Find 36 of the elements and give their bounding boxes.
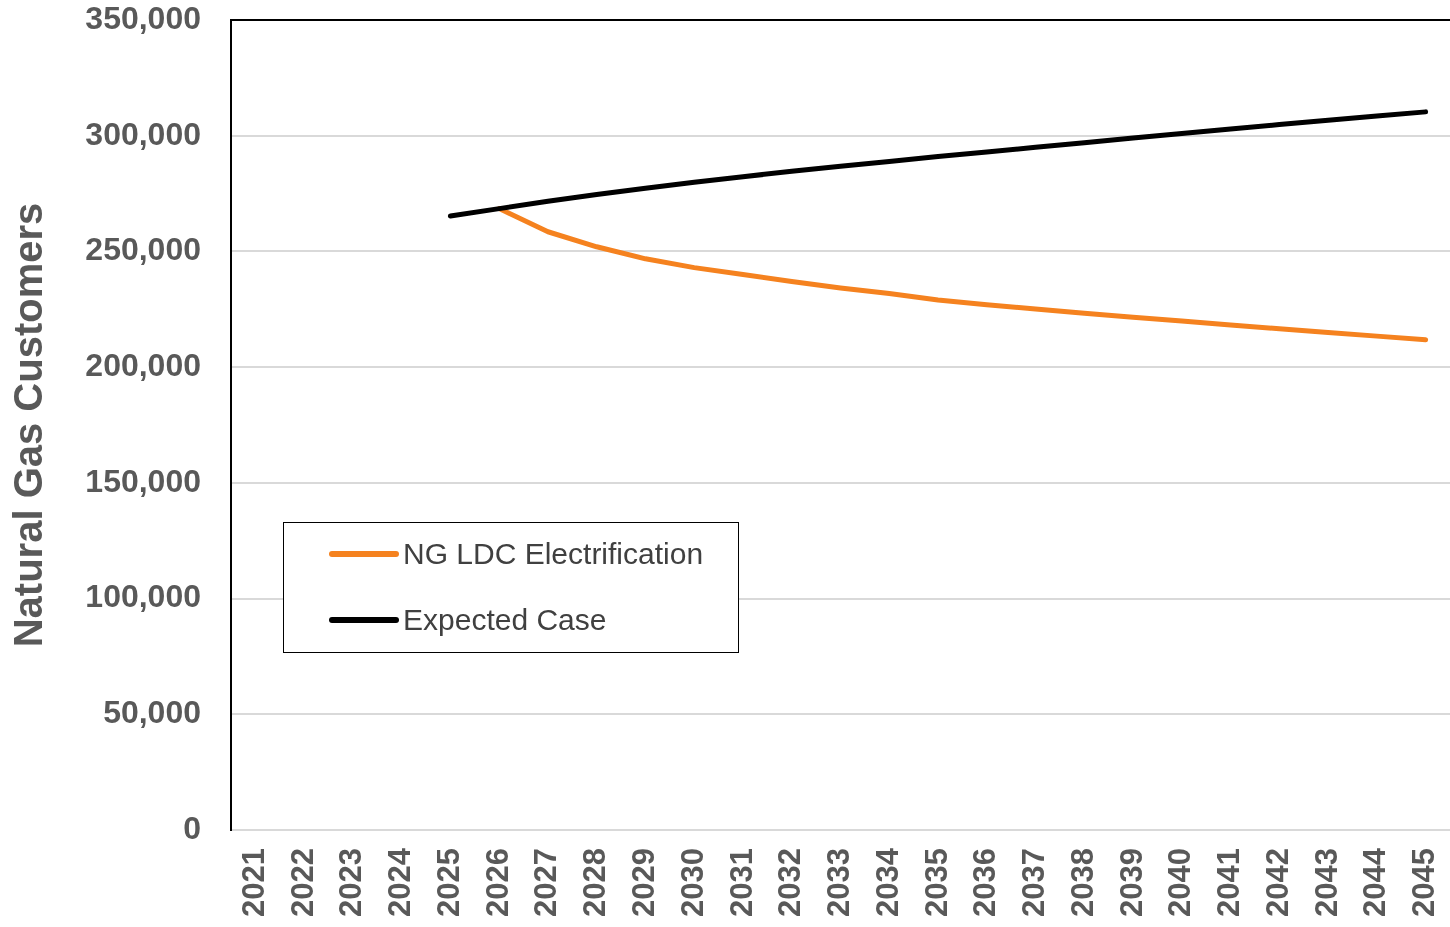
x-tick-label: 2035 [918, 848, 954, 917]
legend-label: Expected Case [403, 602, 607, 637]
x-tick-label: 2031 [723, 848, 759, 917]
x-tick-label: 2021 [235, 848, 271, 917]
y-tick-label: 200,000 [85, 346, 201, 383]
x-tick-label: 2022 [284, 848, 320, 917]
x-tick-label: 2028 [577, 848, 613, 917]
x-tick-label: 2037 [1016, 848, 1052, 917]
y-tick-label: 100,000 [85, 578, 201, 615]
x-tick-label: 2032 [772, 848, 808, 917]
y-tick-label: 50,000 [103, 694, 201, 731]
x-tick-label: 2036 [967, 848, 1003, 917]
x-tick-label: 2029 [626, 848, 662, 917]
x-tick-label: 2039 [1113, 848, 1149, 917]
x-tick-label: 2040 [1162, 848, 1198, 917]
y-tick-label: 250,000 [85, 231, 201, 268]
x-tick-label: 2041 [1211, 848, 1247, 917]
y-tick-label: 150,000 [85, 462, 201, 499]
x-tick-label: 2023 [333, 848, 369, 917]
y-tick-label: 0 [183, 809, 201, 846]
x-tick-label: 2024 [382, 847, 418, 917]
x-tick-label: 2043 [1308, 848, 1344, 917]
x-tick-label: 2045 [1406, 848, 1442, 917]
legend-label: NG LDC Electrification [403, 536, 704, 571]
x-tick-label: 2033 [821, 848, 857, 917]
x-tick-label: 2030 [674, 848, 710, 917]
x-tick-label: 2026 [479, 848, 515, 917]
x-tick-label: 2027 [528, 848, 564, 917]
y-axis-title: Natural Gas Customers [6, 202, 51, 648]
x-tick-label: 2034 [869, 847, 905, 917]
x-tick-label: 2044 [1357, 847, 1393, 917]
y-tick-label: 350,000 [85, 0, 201, 36]
y-tick-label: 300,000 [85, 115, 201, 152]
x-tick-label: 2025 [430, 848, 466, 917]
x-tick-label: 2038 [1064, 848, 1100, 917]
x-tick-label: 2042 [1259, 848, 1295, 917]
